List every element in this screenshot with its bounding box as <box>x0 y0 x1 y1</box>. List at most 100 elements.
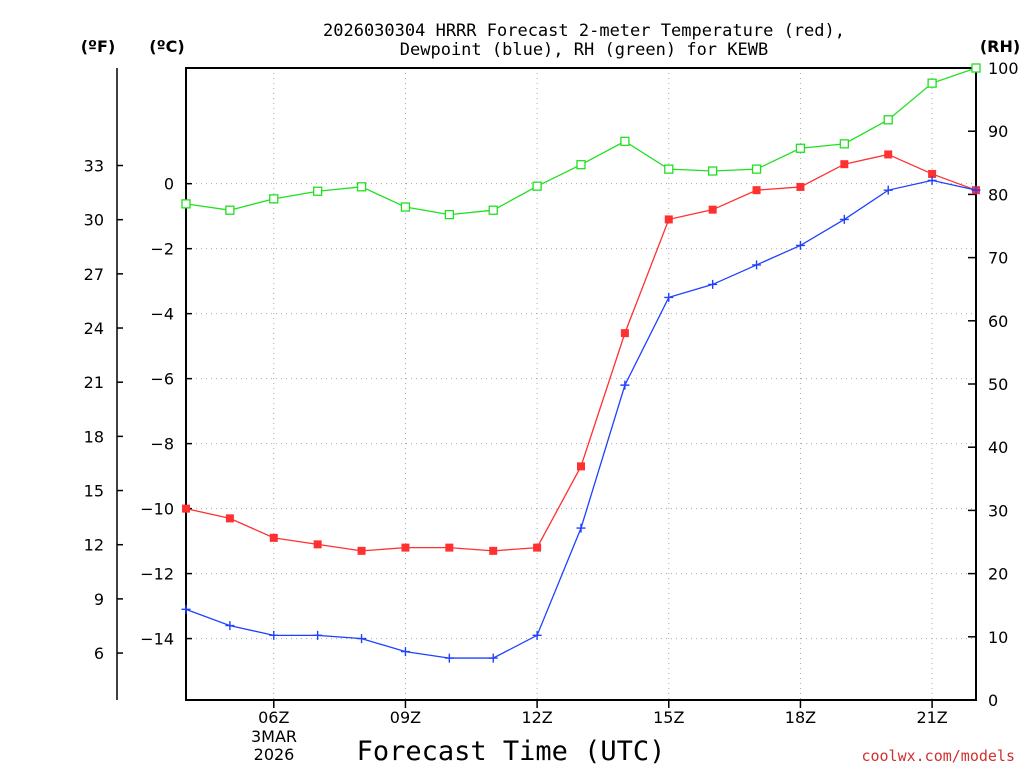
celsius-tick-label: −12 <box>140 565 174 584</box>
rh-point <box>708 166 718 176</box>
rh-point <box>225 205 235 215</box>
temperature-point <box>840 160 849 169</box>
temperature-point <box>489 546 498 555</box>
temperature-point <box>269 533 278 542</box>
dewpoint-point <box>752 260 762 270</box>
temperature-point <box>620 329 629 338</box>
rh-tick-label: 40 <box>988 438 1008 457</box>
dewpoint-point <box>620 380 630 390</box>
chart-title-line2: Dewpoint (blue), RH (green) for KEWB <box>400 40 768 60</box>
rh-point <box>356 182 367 192</box>
rh-line <box>185 67 977 216</box>
dewpoint-point <box>795 240 805 250</box>
rh-point <box>532 181 542 191</box>
temperature-point <box>577 462 585 471</box>
celsius-tick-label: −6 <box>150 370 174 389</box>
rh-point <box>664 164 674 174</box>
fahrenheit-tick-label: 30 <box>84 211 104 230</box>
rh-tick-label: 70 <box>988 249 1008 268</box>
temperature-point <box>664 215 673 224</box>
celsius-unit-label: (ºC) <box>149 37 184 56</box>
fahrenheit-ticks: 6 9 12 15 18 21 24 27 30 33 <box>84 157 123 663</box>
rh-point <box>576 160 586 170</box>
fahrenheit-tick-label: 27 <box>84 265 104 284</box>
fahrenheit-tick-label: 21 <box>84 373 104 392</box>
rh-ticks: 0 10 20 30 40 50 60 70 80 90 100 <box>968 59 1019 710</box>
dewpoint-point <box>576 523 586 533</box>
dewpoint-series <box>181 175 981 663</box>
rh-point <box>620 136 630 146</box>
x-tick-label: 09Z <box>390 708 421 727</box>
rh-point <box>839 139 849 149</box>
temperature-point <box>928 169 937 178</box>
dewpoint-point <box>488 653 498 663</box>
rh-point <box>488 205 498 215</box>
x-tick-label: 21Z <box>916 708 947 727</box>
x-tick-label: 06Z <box>258 708 289 727</box>
fahrenheit-tick-label: 9 <box>94 590 104 609</box>
celsius-ticks: −14 −12 −10 −8 −6 −4 −2 0 <box>140 175 192 649</box>
dewpoint-point <box>839 214 849 224</box>
temperature-point <box>225 514 234 523</box>
dewpoint-point <box>708 279 718 289</box>
dewpoint-point <box>400 647 410 657</box>
fahrenheit-tick-label: 24 <box>84 319 104 338</box>
temperature-point <box>357 546 366 555</box>
celsius-tick-label: −8 <box>150 435 174 454</box>
data-series <box>181 63 981 663</box>
temperature-point <box>708 205 717 214</box>
rh-unit-label: (RH) <box>980 37 1020 56</box>
celsius-tick-label: −2 <box>150 240 174 259</box>
rh-tick-label: 10 <box>988 628 1008 647</box>
temperature-point <box>884 150 893 159</box>
rh-point <box>181 199 191 209</box>
rh-point <box>444 209 454 220</box>
dewpoint-point <box>927 175 937 185</box>
fahrenheit-tick-label: 6 <box>94 644 104 663</box>
fahrenheit-tick-label: 12 <box>84 536 104 555</box>
x-tick-label: 12Z <box>521 708 552 727</box>
rh-point <box>751 164 762 174</box>
temperature-line <box>185 153 977 552</box>
dewpoint-point <box>883 185 893 195</box>
temperature-point <box>182 504 190 513</box>
rh-point <box>795 143 806 153</box>
rh-tick-label: 50 <box>988 375 1008 394</box>
temperature-point <box>533 543 542 552</box>
temperature-point <box>445 543 454 552</box>
rh-tick-label: 60 <box>988 312 1008 331</box>
rh-point <box>883 115 893 125</box>
celsius-tick-label: −4 <box>150 305 174 324</box>
rh-tick-label: 80 <box>988 185 1008 204</box>
celsius-tick-label: 0 <box>164 175 174 194</box>
dewpoint-point <box>269 630 279 640</box>
temperature-point <box>752 186 761 195</box>
fahrenheit-unit-label: (ºF) <box>81 37 116 56</box>
rh-point <box>400 202 411 212</box>
rh-tick-label: 20 <box>988 565 1008 584</box>
temperature-series <box>182 150 980 555</box>
rh-point <box>269 194 279 204</box>
chart-title-line1: 2026030304 HRRR Forecast 2-meter Tempera… <box>323 21 845 41</box>
fahrenheit-tick-label: 18 <box>84 427 104 446</box>
dewpoint-point <box>225 621 235 631</box>
rh-point <box>313 186 323 196</box>
dewpoint-point <box>444 653 454 663</box>
dewpoint-line <box>185 179 977 659</box>
dewpoint-point <box>664 292 674 302</box>
date-label-year: 2026 <box>254 745 295 764</box>
rh-tick-label: 100 <box>988 59 1019 78</box>
dewpoint-point <box>181 604 191 614</box>
rh-point <box>927 78 937 88</box>
dewpoint-point <box>532 630 542 640</box>
rh-tick-label: 30 <box>988 501 1008 520</box>
dewpoint-point <box>357 634 367 644</box>
rh-tick-label: 90 <box>988 122 1008 141</box>
rh-series <box>181 63 981 220</box>
celsius-tick-label: −14 <box>140 630 174 649</box>
temperature-point <box>796 182 805 191</box>
x-axis-title: Forecast Time (UTC) <box>357 736 666 767</box>
x-tick-label: 18Z <box>785 708 816 727</box>
fahrenheit-tick-label: 33 <box>84 157 104 176</box>
